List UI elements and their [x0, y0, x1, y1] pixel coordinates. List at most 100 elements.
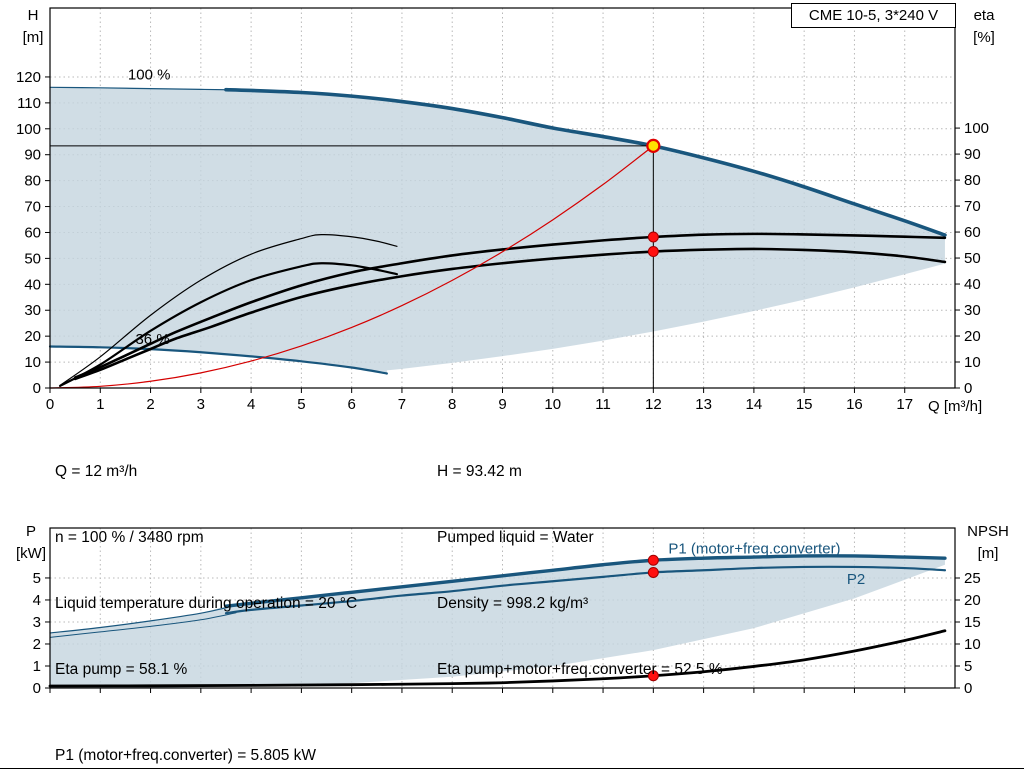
chart-label: P2	[847, 571, 865, 588]
chart-label: 20	[24, 328, 41, 345]
chart-label: 40	[964, 276, 981, 293]
npsh-point	[647, 670, 659, 682]
chart-label: 13	[695, 396, 712, 413]
chart-label: 50	[964, 250, 981, 267]
chart-label: 30	[964, 302, 981, 319]
chart-label: 30	[24, 302, 41, 319]
chart-label: 40	[24, 276, 41, 293]
p-npsh-operating-envelope	[50, 555, 945, 688]
chart-label: 3	[33, 614, 41, 631]
chart-label: NPSH	[967, 523, 1009, 540]
chart-label: 110	[17, 95, 41, 112]
chart-label: [%]	[973, 29, 995, 46]
chart-label: P1 (motor+freq.converter)	[668, 541, 840, 558]
chart-label: 0	[33, 680, 41, 697]
chart-label: 100 %	[128, 67, 171, 84]
p1-curve-thin	[49, 604, 237, 634]
eta-total-point	[647, 246, 659, 258]
chart-label: eta	[974, 7, 996, 24]
chart-label: 0	[33, 380, 41, 397]
info-line-liquid: Pumped liquid = Water	[437, 529, 594, 546]
duty-point-marker	[646, 138, 661, 153]
p-npsh-axis-labels: 0 1 2 3 4 5 0 5 10 15 20 25 P [kW] NPSH [m]	[16, 523, 1009, 697]
p-npsh-chart: 0 1 2 3 4 5 0 5 10 15 20 25 P [kW] NPSH [m] P1 (motor+fr…	[16, 523, 1009, 697]
chart-label: 8	[448, 396, 456, 413]
chart-label: P	[26, 523, 36, 540]
chart-label: 90	[964, 146, 981, 163]
pump-model-label: CME 10-5, 3*240 V	[808, 7, 939, 24]
chart-label: 60	[964, 224, 981, 241]
hq-axis-labels: 0 1 2 3 4 5 6 7 8 9 10 11 12 13 14 15 16 1701020304050607…	[16, 7, 995, 415]
p1-curve	[224, 554, 947, 608]
chart-label: 100	[16, 121, 41, 138]
chart-label: [m]	[23, 29, 44, 46]
chart-label: 17	[896, 396, 913, 413]
chart-label: 0	[46, 396, 54, 413]
pump-model-title-box: CME 10-5, 3*240 V	[791, 3, 956, 28]
chart-label: Q [m³/h]	[928, 398, 982, 415]
chart-label: 5	[297, 396, 305, 413]
chart-label: 16	[846, 396, 863, 413]
chart-label: 25	[964, 570, 981, 587]
eta-nominal-curve	[58, 262, 399, 388]
p2-point	[647, 566, 659, 578]
hq-chart: 0 1 2 3 4 5 6 7 8 9 10 11 12 13 14 15 16 1701020304050607…	[16, 7, 995, 415]
chart-label: 0	[964, 680, 972, 697]
npsh-curve	[48, 629, 947, 688]
duty-info-right-block: H = 93.42 m Pumped liquid = Water Densit…	[437, 417, 723, 725]
chart-label: 2	[33, 636, 41, 653]
chart-label: 60	[24, 224, 41, 241]
chart-label: 70	[964, 198, 981, 215]
chart-label: 15	[796, 396, 813, 413]
chart-label: 1	[33, 658, 41, 675]
chart-label: 9	[498, 396, 506, 413]
p2-curve	[224, 565, 947, 615]
chart-label: 5	[964, 658, 972, 675]
p-npsh-tick-marks	[45, 577, 960, 693]
chart-label: 0	[964, 380, 972, 397]
info-line-density: Density = 998.2 kg/m³	[437, 595, 589, 612]
duty-info-left-block: Q = 12 m³/h n = 100 % / 3480 rpm Liquid …	[55, 417, 357, 725]
chart-label: 11	[595, 396, 611, 413]
chart-label: 6	[347, 396, 355, 413]
system-resistance-curve	[49, 145, 654, 389]
chart-label: 20	[964, 592, 981, 609]
chart-label: 7	[398, 396, 406, 413]
chart-label: 100	[964, 120, 989, 137]
chart-label: 10	[964, 354, 981, 371]
p2-curve-thin	[49, 612, 237, 638]
chart-label: 1	[96, 396, 104, 413]
chart-label: 4	[247, 396, 255, 413]
chart-label: 14	[746, 396, 763, 413]
info-line-q: Q = 12 m³/h	[55, 463, 138, 480]
eta-nominal-thin-curve	[59, 234, 398, 387]
info-line-eta-pump: Eta pump = 58.1 %	[55, 661, 188, 678]
chart-label: 70	[24, 199, 41, 216]
eta-pump-point	[647, 231, 659, 243]
chart-label: [m]	[978, 545, 999, 562]
chart-label: 80	[964, 172, 981, 189]
chart-label: 50	[24, 250, 41, 267]
chart-label: 2	[146, 396, 154, 413]
chart-label: 5	[33, 570, 41, 587]
p1-point	[647, 554, 659, 566]
chart-label: H	[28, 7, 39, 24]
chart-label: 3	[197, 396, 205, 413]
chart-label: 15	[964, 614, 981, 631]
chart-label: 90	[24, 147, 41, 164]
info-line-eta-total: Eta pump+motor+freq.converter = 52.5 %	[437, 661, 723, 678]
info-line-speed: n = 100 % / 3480 rpm	[55, 529, 204, 546]
chart-label: 36 %	[135, 331, 169, 348]
hq-operating-envelope	[50, 87, 945, 374]
chart-label: 10	[24, 354, 41, 371]
eta-pump-curve	[73, 232, 947, 379]
info-line-head: H = 93.42 m	[437, 463, 522, 480]
power-info-block: P1 (motor+freq.converter) = 5.805 kW P2 …	[55, 701, 316, 781]
chart-label: 10	[964, 636, 981, 653]
chart-label: 4	[33, 592, 41, 609]
chart-label: 80	[24, 173, 41, 190]
eta-total-curve	[73, 247, 947, 381]
pump-curve-100pct	[224, 87, 947, 237]
